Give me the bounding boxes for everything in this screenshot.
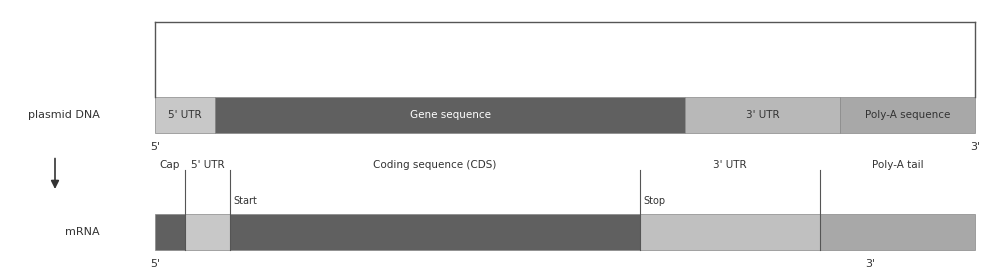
Bar (155, 214, 185, 250)
Bar (840, 97, 975, 133)
Bar (155, 97, 215, 133)
Text: Cap: Cap (160, 160, 180, 170)
Bar (685, 97, 840, 133)
Text: 5' UTR: 5' UTR (191, 160, 224, 170)
Bar (185, 214, 230, 250)
Text: 5': 5' (150, 259, 160, 269)
Text: Poly-A sequence: Poly-A sequence (865, 110, 950, 120)
Text: Gene sequence: Gene sequence (410, 110, 490, 120)
Text: 3': 3' (865, 259, 875, 269)
Text: Start: Start (233, 196, 257, 206)
Bar (820, 214, 975, 250)
Text: Stop: Stop (643, 196, 665, 206)
Bar (640, 214, 820, 250)
Text: 5' UTR: 5' UTR (168, 110, 202, 120)
Bar (215, 97, 685, 133)
Text: Poly-A tail: Poly-A tail (872, 160, 923, 170)
Text: Coding sequence (CDS): Coding sequence (CDS) (373, 160, 497, 170)
Text: 3': 3' (970, 142, 980, 152)
Text: 5': 5' (150, 142, 160, 152)
Text: 3' UTR: 3' UTR (746, 110, 779, 120)
Text: plasmid DNA: plasmid DNA (28, 110, 100, 120)
Text: 3' UTR: 3' UTR (713, 160, 747, 170)
Text: mRNA: mRNA (65, 227, 100, 237)
Bar (230, 214, 640, 250)
